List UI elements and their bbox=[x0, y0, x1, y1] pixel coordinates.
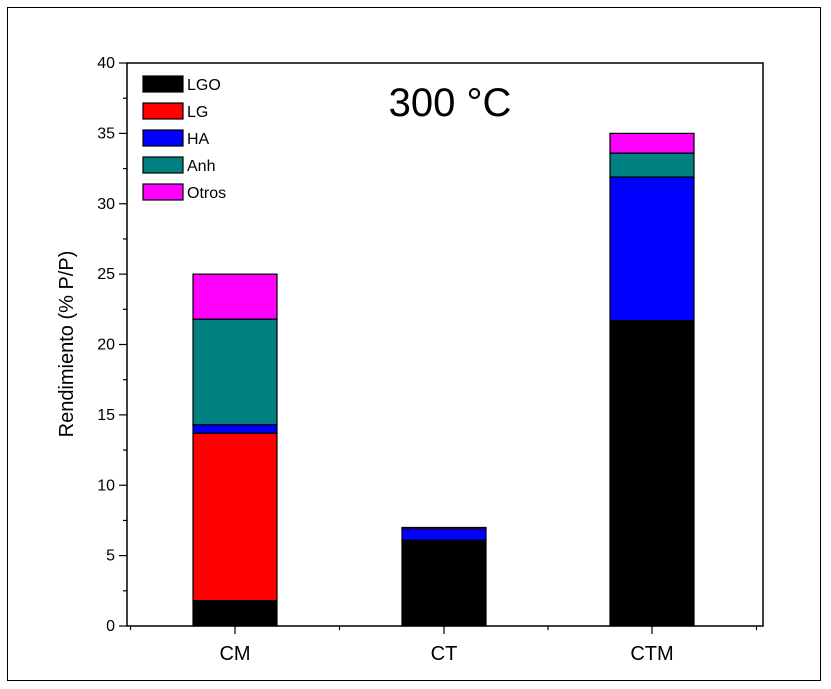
temperature-annotation: 300 °C bbox=[389, 81, 512, 125]
legend-label-lgo: LGO bbox=[187, 77, 221, 94]
y-tick-label: 25 bbox=[97, 266, 115, 283]
bar-segment-ctm-ha bbox=[609, 176, 695, 322]
bar-segment-ct-lgo bbox=[401, 539, 487, 627]
y-tick-label: 20 bbox=[97, 337, 115, 354]
y-axis-title: Rendimiento (% P/P) bbox=[56, 251, 78, 438]
legend-swatch-anh bbox=[142, 156, 184, 174]
y-tick-label: 40 bbox=[97, 55, 115, 72]
x-tick-label-ct: CT bbox=[431, 643, 458, 665]
y-tick-label: 30 bbox=[97, 196, 115, 213]
y-tick-label: 5 bbox=[106, 548, 115, 565]
legend-swatch-ha bbox=[142, 129, 184, 147]
bar-segment-cm-lg bbox=[192, 432, 278, 602]
legend-swatch-otros bbox=[142, 183, 184, 201]
legend-swatch-lg bbox=[142, 102, 184, 120]
bar-segment-cm-otros bbox=[192, 273, 278, 320]
axes-group: 0 5 10 15 20 25 30 35 40 CM CT CTM bbox=[97, 55, 764, 665]
bar-segment-cm-lgo bbox=[192, 600, 278, 627]
legend: LGO LG HA Anh Otros bbox=[142, 75, 226, 202]
y-tick-label: 15 bbox=[97, 407, 115, 424]
legend-label-otros: Otros bbox=[187, 185, 226, 202]
legend-label-lg: LG bbox=[187, 104, 208, 121]
bars-group bbox=[192, 132, 695, 627]
legend-label-anh: Anh bbox=[187, 158, 215, 175]
bar-segment-ctm-otros bbox=[609, 132, 695, 154]
bar-segment-cm-anh bbox=[192, 318, 278, 426]
chart-frame bbox=[7, 7, 821, 681]
legend-swatch-lgo bbox=[142, 75, 184, 93]
bar-segment-cm-ha bbox=[192, 424, 278, 434]
bar-segment-ctm-lgo bbox=[609, 319, 695, 627]
bar-segment-ct-otros bbox=[401, 526, 487, 530]
legend-label-ha: HA bbox=[187, 131, 210, 148]
x-tick-label-ctm: CTM bbox=[630, 643, 673, 665]
y-tick-label: 35 bbox=[97, 125, 115, 142]
bar-segment-ct-ha bbox=[401, 528, 487, 541]
bar-segment-ctm-anh bbox=[609, 152, 695, 178]
y-tick-label: 10 bbox=[97, 477, 115, 494]
y-tick-label: 0 bbox=[106, 618, 115, 635]
x-tick-label-cm: CM bbox=[219, 643, 250, 665]
